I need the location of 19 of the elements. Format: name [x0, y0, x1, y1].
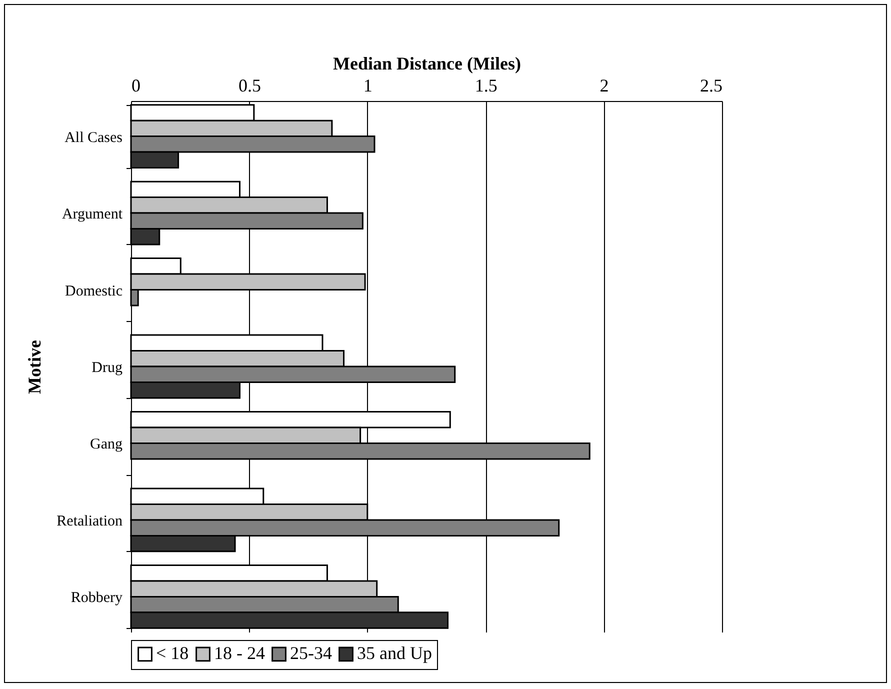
legend-label: < 18 — [156, 643, 189, 664]
y-tick-label: All Cases — [64, 130, 123, 146]
x-tick-label: 0.5 — [238, 76, 261, 96]
x-tick-label: 1.5 — [474, 76, 498, 96]
y-tick-label: Retaliation — [56, 513, 123, 530]
x-axis-title: Median Distance (Miles) — [333, 54, 521, 74]
x-tick-label: 2 — [600, 76, 609, 96]
y-axis-title: Motive — [24, 340, 45, 394]
legend-label: 18 - 24 — [214, 643, 265, 664]
x-tick-label: 0 — [132, 76, 140, 96]
legend-label: 25-34 — [290, 643, 332, 664]
x-tick-label: 1 — [363, 76, 372, 96]
y-tick-label: Gang — [90, 436, 123, 453]
y-tick-label: Argument — [62, 206, 124, 223]
x-tick-label: 2.5 — [700, 76, 722, 96]
legend-label: 35 and Up — [357, 643, 432, 664]
y-tick-label: Drug — [92, 360, 123, 376]
y-tick-label: Domestic — [65, 283, 123, 300]
y-tick-label: Robbery — [70, 590, 123, 606]
